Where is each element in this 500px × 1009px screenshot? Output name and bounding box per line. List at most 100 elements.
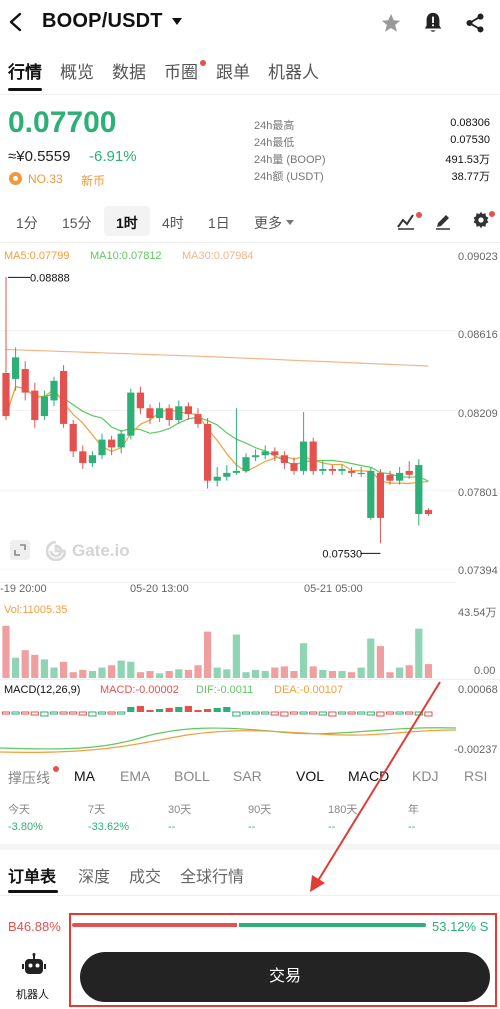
candle-body xyxy=(136,392,144,409)
tab-overview[interactable]: 概览 xyxy=(60,63,94,82)
interval-1d[interactable]: 1日 xyxy=(208,215,230,231)
volume-bar xyxy=(386,672,394,678)
bell-alert-icon[interactable] xyxy=(422,11,444,35)
sell-ratio: 53.12% S xyxy=(432,919,489,934)
volume-axis-bottom: 0.00 xyxy=(474,665,496,677)
star-icon[interactable] xyxy=(380,12,402,34)
low-price-label: 0.07530 xyxy=(322,548,362,560)
draw-pen-icon[interactable] xyxy=(434,212,452,230)
volume-bar xyxy=(21,650,29,678)
candle-body xyxy=(60,371,68,424)
volume-bar xyxy=(175,669,183,678)
candle-body xyxy=(31,390,39,420)
volume-bar xyxy=(252,669,260,678)
candle-body xyxy=(156,408,164,419)
volume-bar xyxy=(156,673,164,678)
macd-bar xyxy=(59,711,68,715)
stat-low-label: 24h最低 xyxy=(254,137,295,149)
section-gap xyxy=(0,844,500,850)
dea-value: DEA:-0.00107 xyxy=(274,684,344,696)
macd-bar xyxy=(40,711,49,717)
volume-bar xyxy=(213,667,221,678)
candle-body xyxy=(357,472,365,475)
tab-orderbook[interactable]: 订单表 xyxy=(8,869,57,886)
volume-axis-top: 43.54万 xyxy=(458,607,497,619)
volume-bar xyxy=(165,671,173,678)
tab-bots[interactable]: 机器人 xyxy=(268,63,319,82)
candle-body xyxy=(117,433,125,448)
candle-body xyxy=(88,455,96,464)
tab-depth[interactable]: 深度 xyxy=(78,869,111,886)
tab-market[interactable]: 行情 xyxy=(8,63,42,82)
macd-bar xyxy=(184,706,192,712)
indicator-kdj[interactable]: KDJ xyxy=(412,768,439,784)
interval-1m[interactable]: 1分 xyxy=(16,215,38,231)
indicator-ema[interactable]: EMA xyxy=(120,768,151,784)
volume-label: Vol:11005.35 xyxy=(4,604,68,616)
macd-bar xyxy=(241,711,251,715)
volume-chart xyxy=(2,625,432,678)
pair-title[interactable]: BOOP/USDT xyxy=(42,10,163,32)
candle-body xyxy=(242,457,250,471)
macd-bar xyxy=(175,707,183,712)
macd-bar xyxy=(213,708,221,712)
indicator-chart-icon[interactable] xyxy=(396,212,416,230)
dropdown-caret-icon[interactable] xyxy=(172,18,182,26)
candlestick-chart[interactable]: 0.08888 0.07530 xyxy=(0,262,456,570)
indicator-ma[interactable]: MA xyxy=(74,768,95,784)
candle-body xyxy=(98,439,106,456)
stat-high-value: 0.08306 xyxy=(450,117,490,129)
indicator-support-resistance[interactable]: 撑压线 xyxy=(8,770,50,786)
interval-4h[interactable]: 4时 xyxy=(162,215,184,231)
active-tab-underline xyxy=(8,88,42,91)
macd-chart xyxy=(0,706,456,753)
indicator-boll[interactable]: BOLL xyxy=(174,768,210,784)
candle-body xyxy=(213,476,221,481)
price-cny: ≈¥0.5559 xyxy=(8,148,71,165)
robot-icon[interactable] xyxy=(22,953,46,977)
volume-bar xyxy=(309,666,317,678)
candle-body xyxy=(271,451,279,456)
volume-bar xyxy=(348,672,356,678)
interval-1h[interactable]: 1时 xyxy=(116,215,138,231)
tab-copy-trading[interactable]: 跟单 xyxy=(216,63,250,82)
perf-value: -- xyxy=(328,821,336,833)
volume-bar xyxy=(415,628,423,678)
candle-body xyxy=(309,441,317,471)
ratio-bar xyxy=(72,923,426,927)
interval-15m[interactable]: 15分 xyxy=(62,215,92,231)
candle-body xyxy=(386,474,394,481)
macd-bar xyxy=(251,711,260,715)
trade-button[interactable]: 交易 xyxy=(80,952,490,1002)
time-axis-tick: 05-20 13:00 xyxy=(130,583,189,595)
macd-bar xyxy=(261,711,270,715)
indicator-vol[interactable]: VOL xyxy=(296,768,325,784)
candle-body xyxy=(280,455,288,464)
indicator-rsi[interactable]: RSI xyxy=(464,768,488,784)
divider xyxy=(0,94,500,95)
annotation-arrow xyxy=(310,681,441,892)
volume-bar xyxy=(367,638,375,678)
tab-data[interactable]: 数据 xyxy=(112,63,146,82)
back-arrow-icon[interactable] xyxy=(8,12,24,32)
candle-body xyxy=(405,470,413,475)
buy-ratio: B46.88% xyxy=(8,919,61,934)
macd-bar xyxy=(223,707,231,712)
macd-bar xyxy=(165,708,173,712)
share-icon[interactable] xyxy=(464,12,486,34)
more-caret-icon xyxy=(286,220,294,225)
stat-volume-value: 491.53万 xyxy=(445,154,490,166)
tab-global-market[interactable]: 全球行情 xyxy=(180,869,245,886)
price-axis-tick: 0.09023 xyxy=(458,251,498,263)
fullscreen-icon[interactable] xyxy=(10,540,30,560)
stat-turnover-value: 38.77万 xyxy=(451,171,490,183)
settings-gear-icon[interactable] xyxy=(472,211,490,229)
perf-value: -- xyxy=(168,821,176,833)
interval-more[interactable]: 更多 xyxy=(254,215,282,231)
candle-body xyxy=(415,465,423,514)
indicator-sar[interactable]: SAR xyxy=(233,768,262,784)
tab-trades[interactable]: 成交 xyxy=(129,869,162,886)
candle-body xyxy=(175,406,183,420)
bot-label[interactable]: 机器人 xyxy=(16,989,49,1001)
tab-coin-circle[interactable]: 币圈 xyxy=(164,63,198,82)
